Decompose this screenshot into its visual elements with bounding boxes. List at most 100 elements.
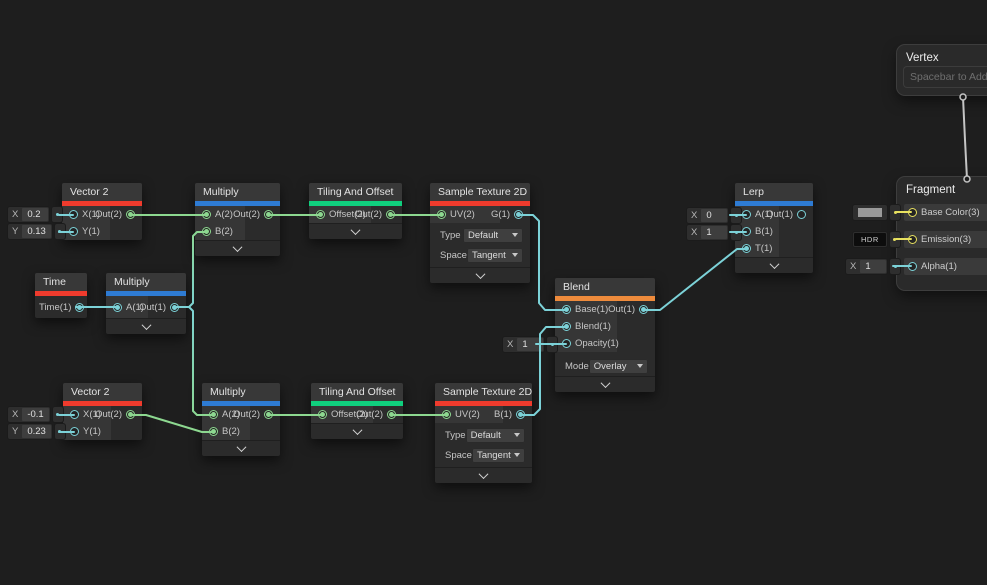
wire-vec2bot-out-to-multbot-b[interactable] [130,414,214,433]
port-blend-in[interactable] [562,322,571,331]
type-dropdown[interactable]: Default [465,427,525,443]
field-value[interactable]: 0.13 [22,225,51,238]
port-a-in[interactable] [202,210,211,219]
field-value[interactable]: -0.1 [22,408,49,421]
port-opacity-in[interactable] [562,339,571,348]
node-title: Multiply [195,183,280,201]
type-dropdown[interactable]: Default [463,227,523,243]
mode-dropdown[interactable]: Overlay [588,358,648,374]
fragment-context-block[interactable]: Fragment Base Color(3) Emission(3) Alpha… [897,177,987,290]
port-g-out[interactable] [514,210,523,219]
node-vector2-bottom[interactable]: Vector 2 X(1) Out(2) Y(1) [63,383,142,440]
node-blend[interactable]: Blend Base(1) Out(1) Blend(1) Opacity(1)… [555,278,655,392]
emission-hdr-field[interactable]: HDR [853,232,900,247]
port-out[interactable] [797,210,806,219]
port-out[interactable] [170,302,179,312]
port-b-in[interactable] [202,227,211,236]
node-color-bar [435,401,532,406]
port-label: Out(2) [95,409,122,420]
port-a-in[interactable] [113,302,122,312]
port-out[interactable] [264,410,273,419]
node-multiply-mid[interactable]: Multiply A(1) Out(1) [106,273,186,334]
port-base-in[interactable] [562,305,571,314]
node-tiling-offset-top[interactable]: Tiling And Offset Offset(2) Out(2) [309,183,402,239]
port-x-in[interactable] [70,410,79,419]
expand-chevron[interactable] [735,257,813,273]
port-out[interactable] [387,410,396,419]
add-block-placeholder[interactable]: Spacebar to Add [904,67,987,87]
field-value[interactable]: 1 [860,260,887,273]
port-time-out[interactable] [75,302,85,312]
port-offset-in[interactable] [318,410,327,419]
port-label: B(1) [494,409,512,420]
control-label: Type [445,429,466,441]
port-a-in[interactable] [209,410,218,419]
value-field-y[interactable]: Y 0.13 [8,224,65,239]
base-color-swatch-field[interactable] [853,205,900,220]
space-dropdown[interactable]: Tangent [471,447,525,463]
port-a-in[interactable] [742,210,751,219]
port-b-in[interactable] [209,427,218,436]
value-field-x[interactable]: X -0.1 [8,407,63,422]
expand-chevron[interactable] [309,223,402,239]
port-out[interactable] [126,410,135,419]
expand-chevron[interactable] [202,440,280,456]
node-lerp[interactable]: Lerp A(1) Out(1) B(1) T(1) [735,183,813,273]
vertex-context-block[interactable]: Vertex Spacebar to Add [897,45,987,95]
node-sample-texture-bottom[interactable]: Sample Texture 2D UV(2) B(1) Type Defaul… [435,383,532,483]
expand-chevron[interactable] [435,467,532,483]
port-out[interactable] [126,210,135,219]
fragment-row-alpha[interactable]: Alpha(1) [904,258,987,275]
port-out[interactable] [264,210,273,219]
port-out[interactable] [639,305,648,314]
chevron-down-icon [141,320,151,331]
field-value[interactable]: 1 [517,338,544,351]
chevron-down-icon [352,425,362,436]
node-vector2-top[interactable]: Vector 2 X(1) Out(2) Y(1) [62,183,142,240]
expand-chevron[interactable] [555,376,655,392]
wire-blend-out-to-lerp-t[interactable] [643,248,747,311]
node-tiling-offset-bottom[interactable]: Tiling And Offset Offset(2) Out(2) [311,383,403,439]
field-value[interactable]: 0.23 [22,425,51,438]
field-value[interactable]: 0 [701,209,728,222]
port-y-in[interactable] [70,427,79,436]
color-swatch[interactable] [858,208,882,217]
space-dropdown[interactable]: Tangent [466,247,523,263]
port-t-in[interactable] [742,244,751,253]
expand-chevron[interactable] [430,267,530,283]
port-out[interactable] [386,210,395,219]
node-sample-texture-top[interactable]: Sample Texture 2D UV(2) G(1) Type Defaul… [430,183,530,283]
value-field-x[interactable]: X 0.2 [8,207,63,222]
field-label: X [12,209,19,220]
port-b-out[interactable] [516,410,525,419]
port-y-in[interactable] [69,227,78,236]
port-base-color-in[interactable] [908,208,917,217]
field-value[interactable]: 1 [701,226,728,239]
port-uv-in[interactable] [442,410,451,419]
value-field-y[interactable]: Y 0.23 [8,424,65,439]
node-time[interactable]: Time Time(1) [35,273,87,318]
expand-chevron[interactable] [195,240,280,256]
port-x-in[interactable] [69,210,78,219]
port-offset-in[interactable] [316,210,325,219]
fragment-row-emission[interactable]: Emission(3) [904,231,987,248]
hdr-color-value[interactable]: HDR [854,233,886,246]
port-uv-in[interactable] [437,210,446,219]
field-value[interactable]: 0.2 [22,208,49,221]
node-multiply-bottom[interactable]: Multiply A(2) Out(2) B(2) [202,383,280,456]
expand-chevron[interactable] [311,423,403,439]
port-alpha-in[interactable] [908,262,917,271]
port-b-in[interactable] [742,227,751,236]
expand-chevron[interactable] [106,318,186,334]
port-emission-in[interactable] [908,235,917,244]
fragment-row-base-color[interactable]: Base Color(3) [904,204,987,221]
port-label: Y(1) [83,426,101,437]
node-multiply-top[interactable]: Multiply A(2) Out(2) B(2) [195,183,280,256]
field-label: X [12,409,19,420]
wire-vertex-to-fragment[interactable] [962,96,968,180]
